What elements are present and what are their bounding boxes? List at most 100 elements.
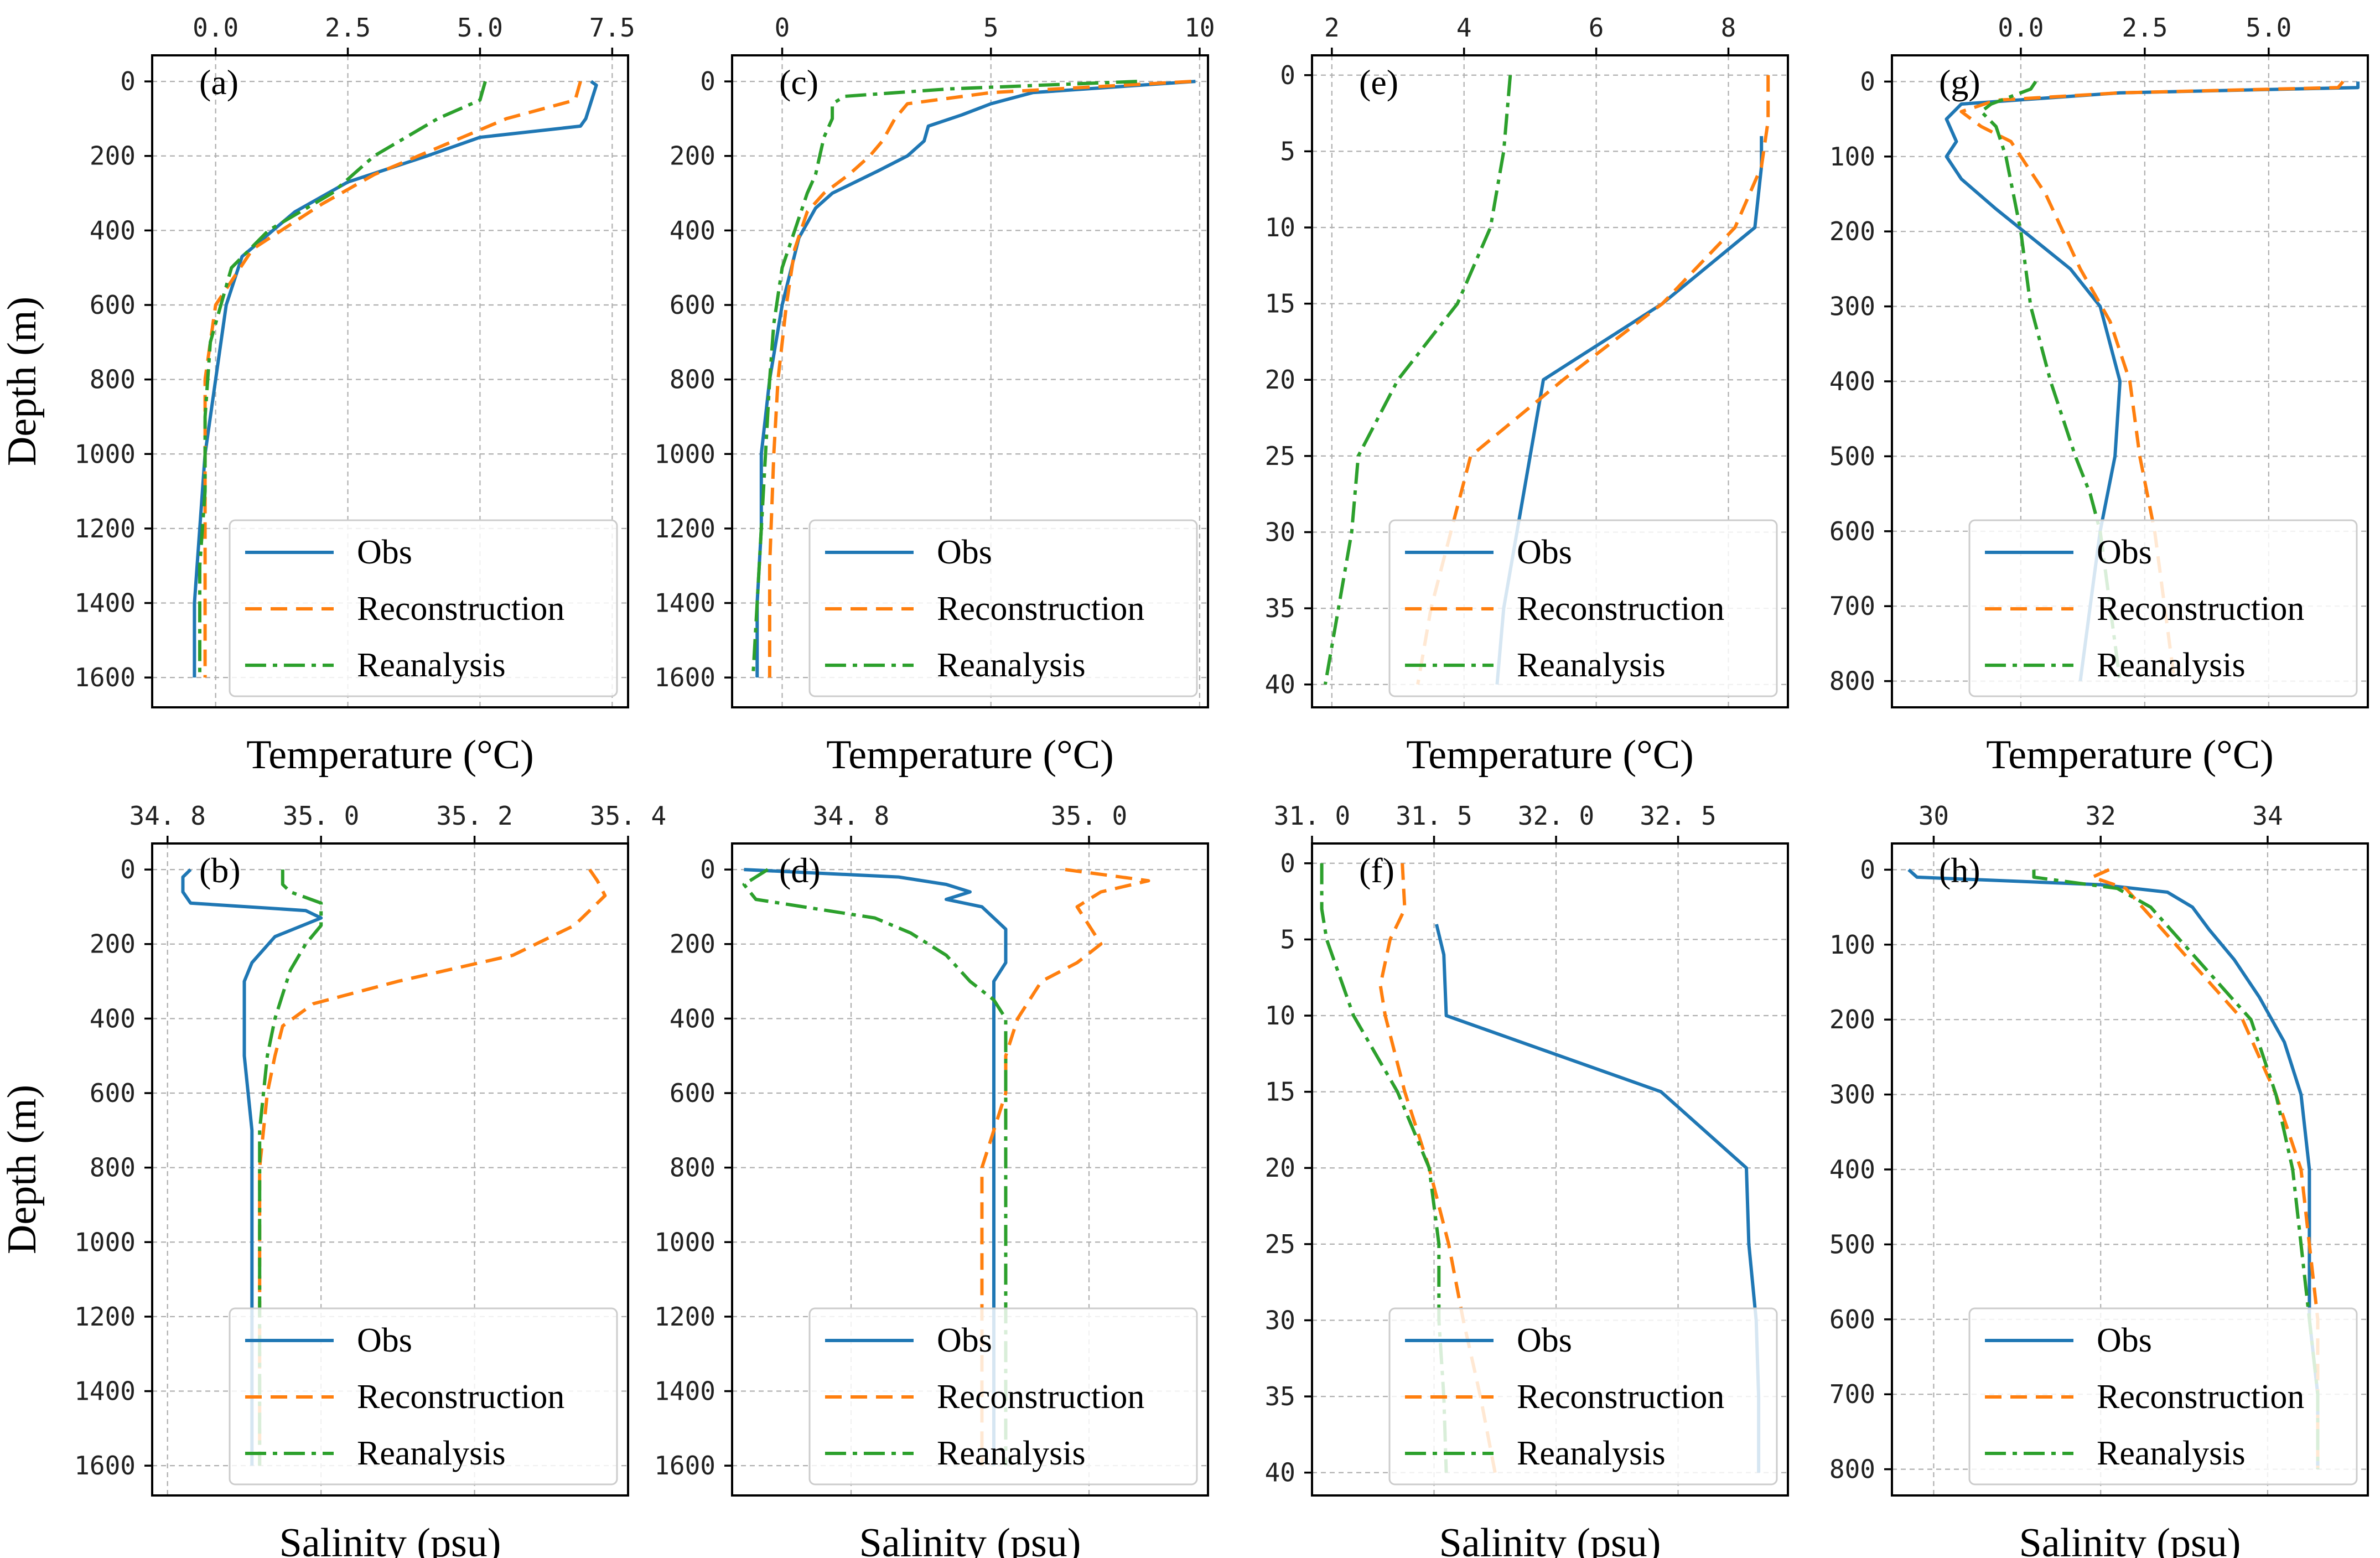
panel-label: (g) <box>1939 63 1980 102</box>
legend-label-reanalysis: Reanalysis <box>357 1435 506 1472</box>
x-tick-label: 31. 0 <box>1274 801 1350 831</box>
legend-label-obs: Obs <box>937 1322 992 1359</box>
x-tick-label: 34 <box>2252 801 2283 831</box>
x-tick-label: 7.5 <box>589 13 635 43</box>
y-tick-label: 200 <box>90 929 136 959</box>
x-tick-label: 4 <box>1456 13 1472 43</box>
y-tick-label: 0 <box>120 66 136 96</box>
panel-label: (d) <box>779 851 821 890</box>
y-tick-label: 400 <box>1829 1155 1875 1184</box>
y-tick-label: 25 <box>1265 441 1295 471</box>
y-tick-label: 35 <box>1265 593 1295 623</box>
y-axis-label: Depth (m) <box>0 297 45 466</box>
y-tick-label: 600 <box>670 1078 715 1108</box>
y-tick-label: 600 <box>1829 1305 1875 1334</box>
legend: Obs Reconstruction Reanalysis <box>1968 1307 2358 1485</box>
series-obs-line <box>1907 868 2320 1469</box>
y-tick-label: 1400 <box>74 588 136 618</box>
x-tick-label: 0.0 <box>1998 13 2044 43</box>
y-axis-label: Depth (m) <box>0 1085 45 1254</box>
legend: Obs Reconstruction Reanalysis <box>229 519 618 697</box>
x-tick-label: 34. 8 <box>813 801 889 831</box>
panel-label: (f) <box>1359 851 1394 890</box>
panel-e: 2 4 6 8 0 5 10 15 20 25 30 35 40 (e) Obs Reconstruction… <box>1265 13 1789 778</box>
y-tick-label: 600 <box>90 290 136 320</box>
legend-box <box>1388 519 1778 697</box>
legend-label-obs: Obs <box>1517 534 1572 571</box>
legend-label-obs: Obs <box>937 534 992 571</box>
y-tick-label: 0 <box>700 855 715 884</box>
y-tick-label: 0 <box>700 66 715 96</box>
legend: Obs Reconstruction Reanalysis <box>808 1307 1198 1485</box>
y-tick-label: 400 <box>90 215 136 245</box>
y-tick-label: 400 <box>670 1003 715 1033</box>
axes-frame <box>731 842 1209 1497</box>
legend-label-reconstruction: Reconstruction <box>2097 1378 2304 1416</box>
y-tick-label: 0 <box>1280 848 1295 878</box>
legend-box <box>229 1307 618 1485</box>
y-tick-label: 600 <box>90 1078 136 1108</box>
y-tick-label: 10 <box>1265 213 1295 242</box>
y-tick-label: 0 <box>1860 855 1875 884</box>
x-axis-label: Salinity (psu) <box>2019 1520 2241 1558</box>
x-axis-label: Salinity (psu) <box>859 1520 1081 1558</box>
y-tick-label: 300 <box>1829 1080 1875 1110</box>
x-tick-label: 2 <box>1324 13 1340 43</box>
y-tick-label: 400 <box>1829 366 1875 396</box>
legend-label-obs: Obs <box>357 1322 412 1359</box>
series-reconstruction-line <box>768 80 1191 678</box>
y-tick-label: 15 <box>1265 1077 1295 1107</box>
series-reconstruction-line <box>258 868 607 1466</box>
legend-label-reanalysis: Reanalysis <box>2097 1435 2246 1472</box>
y-tick-label: 500 <box>1829 441 1875 471</box>
x-tick-label: 35. 2 <box>436 801 512 831</box>
x-axis-label: Temperature (°C) <box>1986 732 2274 778</box>
y-tick-label: 10 <box>1265 1001 1295 1031</box>
y-tick-label: 200 <box>1829 216 1875 246</box>
legend-label-reanalysis: Reanalysis <box>937 1435 1086 1472</box>
legend: Obs Reconstruction Reanalysis <box>229 1307 618 1485</box>
legend-box <box>1968 519 2358 697</box>
y-tick-label: 1200 <box>654 1302 715 1332</box>
legend-box <box>808 519 1198 697</box>
series-reanalysis-line <box>1323 75 1512 685</box>
legend: Obs Reconstruction Reanalysis <box>1388 519 1778 697</box>
y-tick-label: 1000 <box>74 439 136 469</box>
y-tick-label: 600 <box>670 290 715 320</box>
y-tick-label: 100 <box>1829 142 1875 172</box>
x-tick-label: 8 <box>1721 13 1736 43</box>
x-tick-label: 32. 0 <box>1518 801 1594 831</box>
legend-label-obs: Obs <box>1517 1322 1572 1359</box>
series-reanalysis-line <box>751 80 1137 678</box>
x-tick-label: 35. 0 <box>1051 801 1127 831</box>
axes-frame <box>1311 842 1789 1497</box>
legend-label-reanalysis: Reanalysis <box>2097 646 2246 684</box>
x-tick-label: 5 <box>983 13 999 43</box>
x-tick-label: 32 <box>2085 801 2115 831</box>
x-tick-label: 30 <box>1918 801 1949 831</box>
y-tick-label: 800 <box>670 365 715 395</box>
y-tick-label: 500 <box>1829 1229 1875 1259</box>
y-tick-label: 200 <box>1829 1005 1875 1034</box>
x-tick-label: 2.5 <box>325 13 371 43</box>
legend-label-reanalysis: Reanalysis <box>937 646 1086 684</box>
y-tick-label: 700 <box>1829 591 1875 621</box>
y-tick-label: 40 <box>1265 670 1295 700</box>
y-tick-label: 5 <box>1280 136 1295 166</box>
panel-label: (e) <box>1359 63 1398 102</box>
legend: Obs Reconstruction Reanalysis <box>808 519 1198 697</box>
legend-box <box>808 1307 1198 1485</box>
y-tick-label: 0 <box>1860 66 1875 96</box>
x-tick-label: 2.5 <box>2122 13 2168 43</box>
panel-b: 34. 8 35. 0 35. 2 35. 4 0 200 400 600 800 1000 120… <box>0 801 666 1558</box>
legend-box <box>1968 1307 2358 1485</box>
y-tick-label: 800 <box>1829 1455 1875 1484</box>
legend-box <box>229 519 618 697</box>
y-tick-label: 1200 <box>74 1302 136 1332</box>
panel-label: (b) <box>199 851 241 890</box>
x-axis-label: Temperature (°C) <box>826 732 1114 778</box>
panel-g: 0.0 2.5 5.0 0 100 200 300 400 500 600 700 800 (g) Obs… <box>1829 13 2369 778</box>
y-tick-label: 1200 <box>74 514 136 544</box>
y-tick-label: 40 <box>1265 1458 1295 1488</box>
